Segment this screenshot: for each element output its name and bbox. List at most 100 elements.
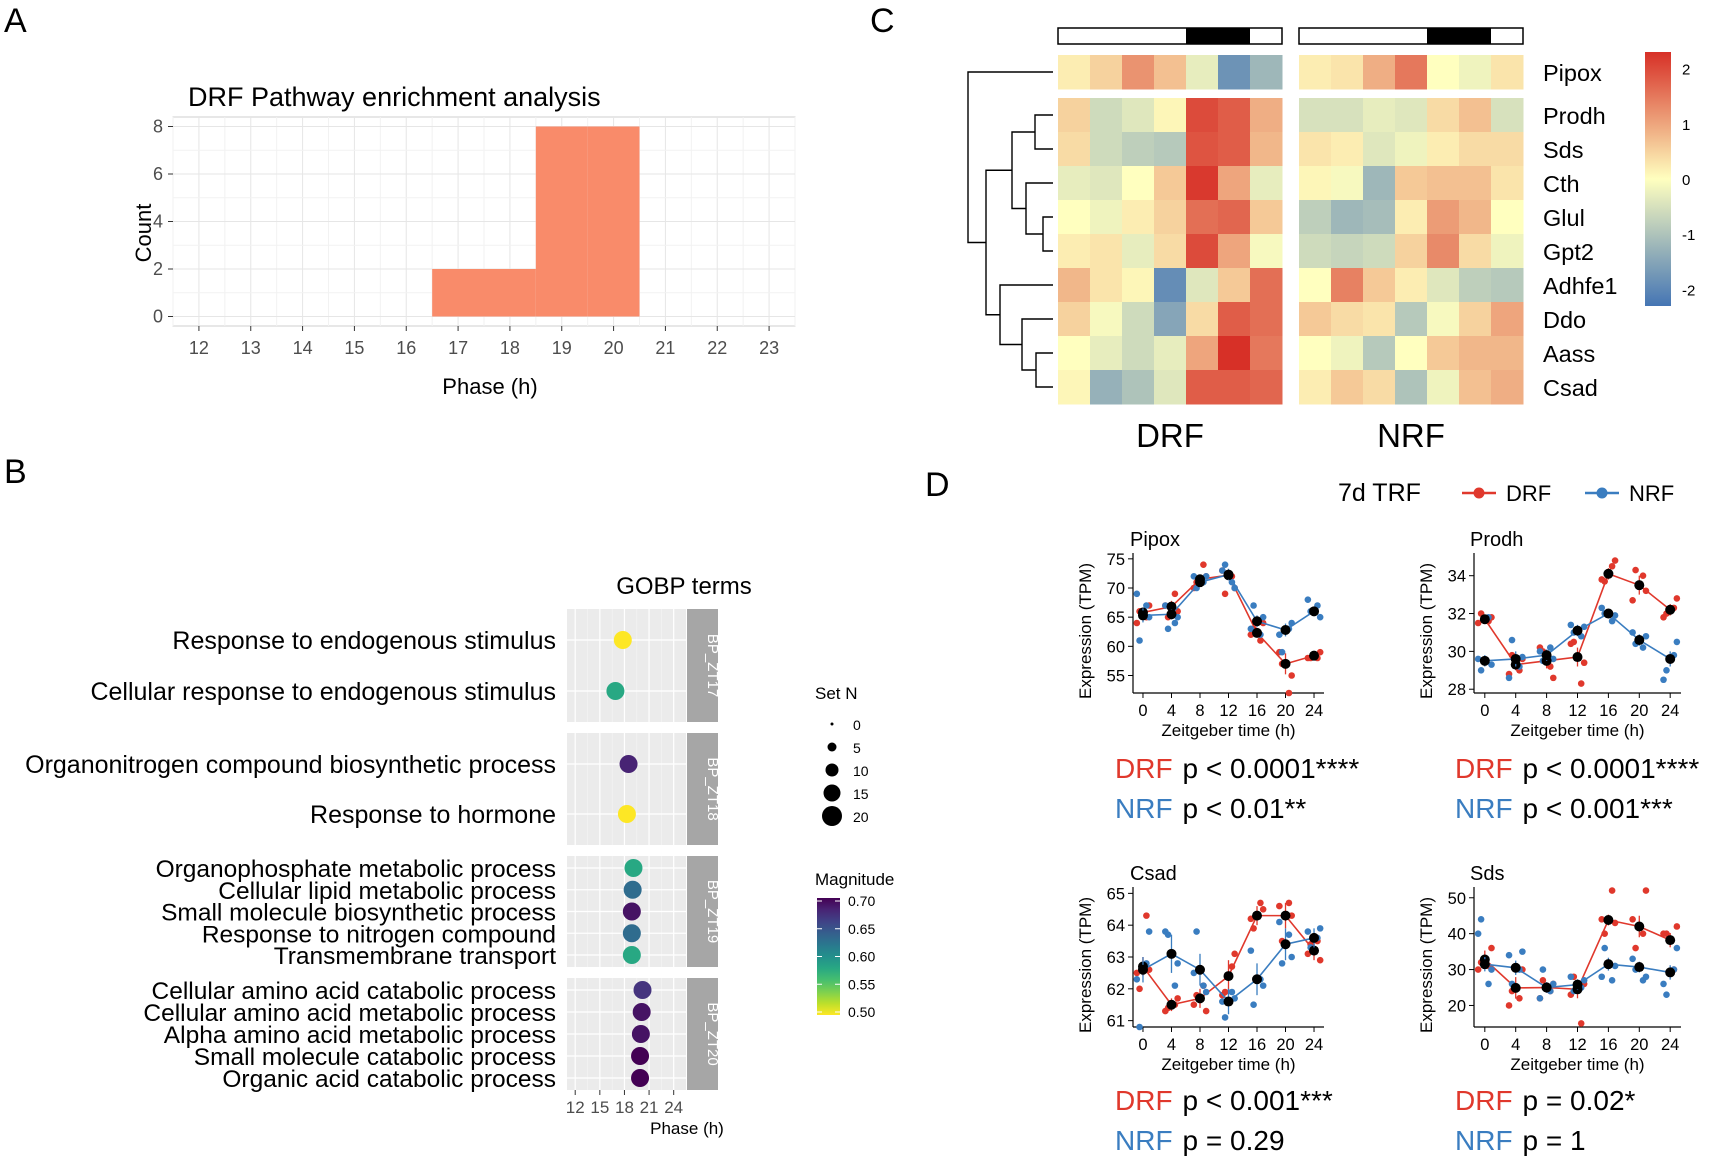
panel-letter-b: B	[4, 453, 27, 491]
heatmap-cell	[1058, 200, 1091, 235]
mean-point-nrf	[1510, 962, 1521, 973]
mean-point-nrf	[1541, 982, 1552, 993]
heatmap-cell	[1491, 55, 1524, 90]
mean-point-nrf	[1194, 964, 1205, 975]
heatmap-color-bar-label: -2	[1682, 282, 1695, 299]
data-point-drf	[1580, 659, 1588, 667]
heatmap-cell	[1218, 336, 1251, 371]
panel-b-term-label: Response to nitrogen compound	[202, 921, 556, 948]
light-dark-bar-dark-segment	[1186, 28, 1218, 44]
heatmap-cell	[1395, 234, 1428, 269]
size-legend-title: Set N	[815, 684, 858, 703]
subplot-y-tick-label: 75	[1107, 551, 1125, 569]
heatmap-cell	[1491, 166, 1524, 201]
panel-a-x-tick-label: 20	[604, 338, 624, 358]
data-point-drf	[1190, 1001, 1198, 1009]
data-point-drf	[1288, 672, 1295, 679]
data-point-drf	[1276, 902, 1283, 910]
subplot-x-tick-label: 12	[1568, 1036, 1586, 1054]
legend-marker-drf	[1473, 487, 1485, 499]
data-point-drf	[1285, 689, 1293, 697]
data-point-drf	[1488, 944, 1495, 952]
data-point-drf	[1598, 576, 1606, 583]
heatmap-cell	[1090, 302, 1123, 337]
mean-point-drf	[1309, 945, 1320, 956]
panel-b-term-dot	[632, 1003, 651, 1021]
subplot-y-tick-label: 30	[1448, 962, 1466, 980]
heatmap-cell	[1299, 98, 1332, 133]
subplot-x-tick-label: 12	[1568, 702, 1586, 720]
data-point-nrf	[1549, 655, 1557, 663]
subplot-y-tick-label: 32	[1448, 606, 1466, 624]
data-point-drf	[1231, 950, 1238, 958]
stat-group-name: NRF	[1115, 793, 1173, 824]
panel-b-x-tick-label: 12	[566, 1098, 585, 1117]
mean-point-nrf	[1634, 635, 1645, 646]
heatmap-cell	[1186, 302, 1219, 337]
subplot-x-tick-label: 8	[1195, 702, 1204, 720]
data-point-drf	[1505, 1002, 1513, 1009]
data-point-nrf	[1539, 966, 1547, 973]
panel-b-term-dot	[617, 805, 636, 823]
panel-b-term-label: Alpha amino acid metabolic process	[164, 1022, 556, 1049]
heatmap-cell	[1250, 132, 1283, 167]
subplot-x-tick-label: 4	[1167, 1036, 1176, 1054]
data-point-nrf	[1488, 966, 1495, 973]
panel-b-term-label: Cellular amino acid catabolic process	[152, 978, 556, 1005]
subplot-xlabel: Zeitgeber time (h)	[1510, 1055, 1644, 1074]
heatmap-cell	[1122, 132, 1155, 167]
size-legend-label: 10	[853, 763, 869, 779]
panel-d-line-charts: 7d TRF DRF NRF Pipox 55 60 65 70 75 0 4 8 12 16 20 24 Z…	[1076, 479, 1699, 1156]
stat-p-value: p < 0.001***	[1523, 793, 1673, 824]
heatmap-cell	[1122, 55, 1155, 90]
data-point-nrf	[1608, 977, 1616, 984]
data-point-drf	[1642, 887, 1650, 894]
heatmap-cell	[1090, 98, 1123, 133]
subplot-y-tick-label: 28	[1448, 681, 1466, 699]
color-legend-title: Magnitude	[815, 870, 894, 889]
heatmap-cell	[1122, 98, 1155, 133]
heatmap-cell	[1186, 370, 1219, 405]
heatmap-cell	[1491, 132, 1524, 167]
heatmap-cell	[1218, 132, 1251, 167]
heatmap-gene-label: Aass	[1543, 341, 1595, 367]
heatmap-gene-label: Gpt2	[1543, 239, 1594, 265]
stat-p-value: p = 0.29	[1183, 1125, 1285, 1156]
subplot-xlabel: Zeitgeber time (h)	[1161, 721, 1295, 740]
mean-point-nrf	[1572, 979, 1583, 990]
heatmap-cell	[1427, 132, 1460, 167]
data-point-nrf	[1259, 982, 1267, 989]
dendrogram-branch	[1021, 318, 1053, 371]
data-point-nrf	[1642, 973, 1650, 981]
size-legend-dot	[830, 722, 834, 726]
data-point-nrf	[1250, 1001, 1257, 1009]
heatmap-color-bar-label: 2	[1682, 62, 1690, 79]
heatmap-cell	[1186, 55, 1219, 90]
heatmap-cell	[1218, 55, 1251, 90]
heatmap-cell	[1395, 166, 1428, 201]
heatmap-gene-label: Adhfe1	[1543, 273, 1617, 299]
heatmap-cell	[1363, 234, 1396, 269]
size-legend-label: 15	[853, 786, 869, 802]
data-point-nrf	[1505, 674, 1513, 682]
panel-a-x-tick-label: 18	[500, 338, 520, 358]
heatmap-cell	[1395, 98, 1428, 133]
mean-point-drf	[1634, 580, 1645, 591]
stat-text-nrf: NRF p = 1	[1455, 1125, 1586, 1156]
data-point-nrf	[1508, 636, 1516, 644]
stat-group-name: NRF	[1115, 1125, 1173, 1156]
data-point-drf	[1133, 619, 1141, 627]
data-point-nrf	[1247, 947, 1255, 954]
heatmap-cell	[1250, 55, 1283, 90]
heatmap-cell	[1363, 132, 1396, 167]
panel-a-y-tick-label: 4	[153, 212, 163, 232]
panel-b-facet-strip-label: BP_ZT18	[704, 757, 721, 820]
panel-a-xlabel: Phase (h)	[442, 374, 537, 399]
panel-a-x-tick-label: 23	[759, 338, 779, 358]
color-legend-label: 0.60	[848, 949, 875, 965]
heatmap-cell	[1154, 132, 1187, 167]
heatmap-cell	[1459, 268, 1492, 303]
mean-point-drf	[1634, 921, 1645, 932]
heatmap-cell	[1491, 200, 1524, 235]
